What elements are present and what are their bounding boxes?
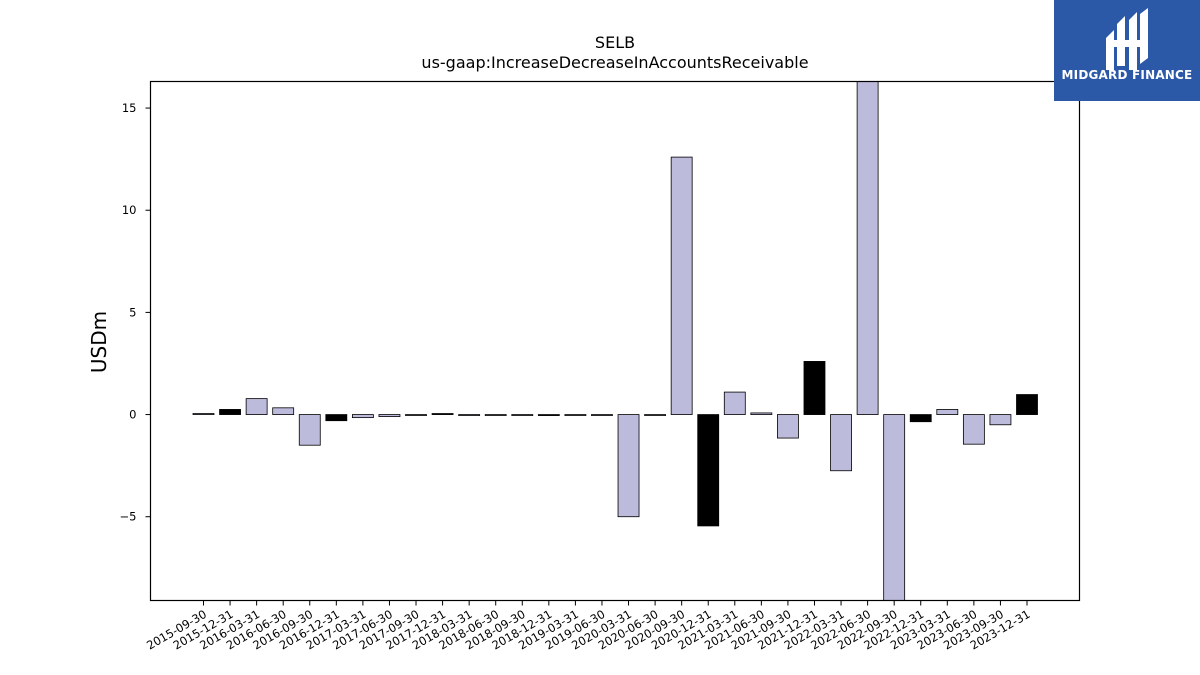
bar-2018-09-30 (511, 414, 534, 416)
bar-2017-06-30 (378, 414, 401, 418)
chart-subtitle: us-gaap:IncreaseDecreaseInAccountsReceiv… (421, 53, 808, 72)
y-axis: −5 0 5 10 15 (120, 101, 151, 524)
bar-2022-09-30 (883, 414, 906, 601)
bar-2020-03-31 (617, 414, 640, 518)
logo-text: MIDGARD FINANCE (1061, 68, 1193, 82)
bar-2021-12-31 (803, 361, 826, 415)
y-tick-label-15: 15 (122, 101, 137, 115)
x-axis: 2015-09-302015-12-312016-03-312016-06-30… (144, 600, 1033, 653)
bars-group (192, 81, 1038, 601)
bar-2017-03-31 (351, 414, 374, 419)
bar-2022-06-30 (856, 81, 879, 415)
bar-2017-09-30 (405, 414, 427, 416)
bar-2015-09-30 (192, 413, 215, 415)
bar-2018-12-31 (537, 414, 560, 416)
bar-2020-09-30 (670, 156, 693, 415)
bar-2018-03-31 (458, 414, 481, 416)
y-tick-label-10: 10 (122, 203, 137, 217)
bar-2019-03-31 (564, 414, 587, 416)
bar-2020-12-31 (697, 414, 720, 527)
bar-2016-12-31 (325, 414, 348, 422)
bar-2016-03-31 (245, 398, 268, 415)
y-tick-label-5: 5 (129, 305, 136, 319)
bar-2023-03-31 (936, 409, 959, 415)
bar-2021-03-31 (723, 391, 746, 415)
bar-2019-06-30 (591, 414, 613, 416)
bar-2021-06-30 (750, 412, 773, 415)
bar-2016-06-30 (272, 407, 295, 415)
plot-frame (149, 80, 1081, 602)
bar-2018-06-30 (484, 414, 507, 416)
bar-2022-03-31 (830, 414, 852, 472)
midgard-logo-icon (1106, 8, 1148, 70)
y-axis-label: USDm (87, 311, 111, 373)
y-tick-label-0: 0 (129, 408, 136, 422)
bar-2023-12-31 (1016, 394, 1038, 415)
chart-title: SELB (595, 33, 635, 52)
bar-2020-06-30 (644, 414, 666, 416)
bar-2021-09-30 (777, 414, 799, 439)
bar-2023-09-30 (989, 414, 1012, 426)
bar-2015-12-31 (219, 409, 241, 415)
bar-2017-12-31 (431, 413, 454, 415)
midgard-finance-logo: MIDGARD FINANCE (1054, 0, 1200, 101)
y-tick-label--5: −5 (120, 510, 137, 524)
bar-2023-06-30 (962, 414, 985, 445)
bar-2016-09-30 (298, 414, 321, 446)
bar-2022-12-31 (909, 414, 932, 423)
